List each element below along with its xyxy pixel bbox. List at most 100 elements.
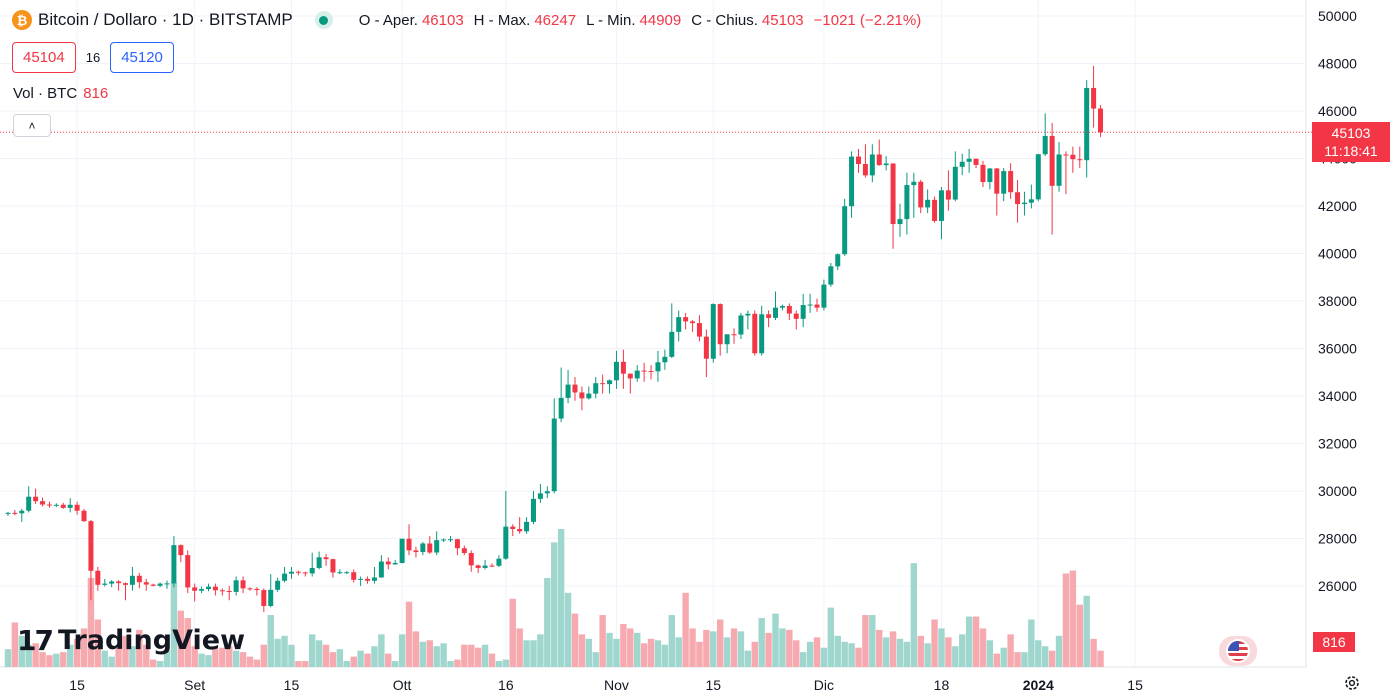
volume-bar <box>87 577 95 667</box>
volume-bar <box>488 653 496 667</box>
volume-bar <box>945 637 952 667</box>
volume-bar <box>336 649 344 667</box>
candle-body <box>952 166 958 200</box>
volume-bar <box>1021 652 1028 667</box>
volume-bar <box>101 650 108 667</box>
candle-body <box>717 304 723 345</box>
candle-body <box>337 572 343 574</box>
candle-body <box>434 540 440 553</box>
volume-bar <box>710 631 717 667</box>
gear-icon[interactable] <box>1343 674 1361 692</box>
candle-body <box>987 168 993 183</box>
candle-body <box>102 583 108 585</box>
symbol-title[interactable]: Bitcoin / Dollaro · 1D · BITSTAMP <box>38 10 293 29</box>
volume-bar <box>170 582 178 667</box>
candle-body <box>199 589 205 591</box>
collapse-legend-button[interactable]: ˄ <box>13 114 51 137</box>
volume-bar <box>599 615 606 667</box>
candle-body <box>171 545 177 584</box>
candle-body <box>565 384 571 398</box>
volume-bar <box>108 656 115 667</box>
volume-bar <box>703 629 710 667</box>
volume-bar <box>405 601 413 667</box>
volume-bar <box>758 618 765 667</box>
volume-bar <box>827 607 835 667</box>
candle-body <box>365 578 371 581</box>
volume-bar <box>544 577 551 667</box>
volume-bar <box>315 640 323 667</box>
volume-bar <box>329 652 337 667</box>
candle-body <box>572 384 578 393</box>
candle-body <box>5 512 11 514</box>
time-axis[interactable]: 15 Set 15 Ott 16 Nov 15 Dic 18 2024 15 <box>69 677 1143 692</box>
time-tick-label: 16 <box>498 677 514 692</box>
volume-bar <box>191 646 198 667</box>
volume-legend[interactable]: Vol · BTC 816 <box>13 85 108 102</box>
candle-body <box>938 190 944 221</box>
volume-bar <box>440 643 447 667</box>
volume-bar <box>627 628 634 667</box>
volume-bar <box>882 637 890 667</box>
volume-bar <box>149 659 157 667</box>
candle-body <box>932 199 938 221</box>
volume-bar <box>682 592 689 667</box>
volume-bar <box>4 649 12 667</box>
candle-body <box>994 168 1000 194</box>
volume-label: Vol · BTC <box>13 85 78 102</box>
time-tick-label: 2024 <box>1023 677 1054 692</box>
candle-body <box>496 558 502 566</box>
volume-bar <box>979 628 987 667</box>
volume-bar <box>1048 650 1056 667</box>
candle-body <box>890 163 896 225</box>
candle-body <box>489 565 495 567</box>
price-axis[interactable]: 26000 28000 30000 32000 34000 36000 38000 40000… <box>1318 8 1357 594</box>
volume-bar <box>385 653 392 667</box>
volume-bar <box>1042 646 1049 667</box>
volume-bar <box>246 656 254 667</box>
volume-bar <box>613 638 620 667</box>
market-status-icon[interactable] <box>314 11 333 29</box>
volume-bar <box>917 635 924 667</box>
price-tick-label: 38000 <box>1318 293 1357 309</box>
candle-body <box>26 496 32 511</box>
volume-bar <box>647 638 655 667</box>
volume-bar <box>896 638 904 667</box>
volume-bar <box>938 628 945 667</box>
price-tick-label: 48000 <box>1318 56 1357 72</box>
time-tick-label: Ott <box>393 677 412 692</box>
candle-body <box>973 158 979 165</box>
volume-bar <box>640 643 648 667</box>
volume-bar <box>564 592 572 667</box>
volume-bar <box>972 616 980 667</box>
volume-bar <box>654 640 662 667</box>
volume-bar <box>965 616 973 667</box>
price-tick-label: 26000 <box>1318 578 1357 594</box>
candle-body <box>454 539 460 549</box>
volume-bar <box>288 644 295 667</box>
candle-body <box>641 370 647 372</box>
volume-bars <box>4 529 1104 667</box>
candle-body <box>710 304 716 359</box>
candle-body <box>1091 87 1097 109</box>
last-volume-tag: 816 <box>1313 632 1355 652</box>
volume-bar <box>723 637 731 667</box>
volume-bar <box>848 643 855 667</box>
sell-button[interactable]: 45104 <box>12 42 76 73</box>
price-tick-label: 30000 <box>1318 483 1357 499</box>
volume-bar <box>910 563 918 667</box>
volume-bar <box>454 659 461 667</box>
candle-body <box>1008 171 1014 193</box>
tradingview-logo[interactable]: 17 TradingView <box>17 624 245 657</box>
volume-bar <box>419 641 427 667</box>
volume-bar <box>94 619 102 667</box>
candle-body <box>226 590 232 592</box>
candle-body <box>1028 199 1034 203</box>
buy-button[interactable]: 45120 <box>110 42 174 73</box>
candle-body <box>268 589 274 606</box>
volume-bar <box>53 653 60 667</box>
volume-bar <box>786 629 793 667</box>
us-flag-icon[interactable] <box>1219 636 1257 666</box>
candle-body <box>123 583 129 585</box>
candle-body <box>74 504 80 511</box>
